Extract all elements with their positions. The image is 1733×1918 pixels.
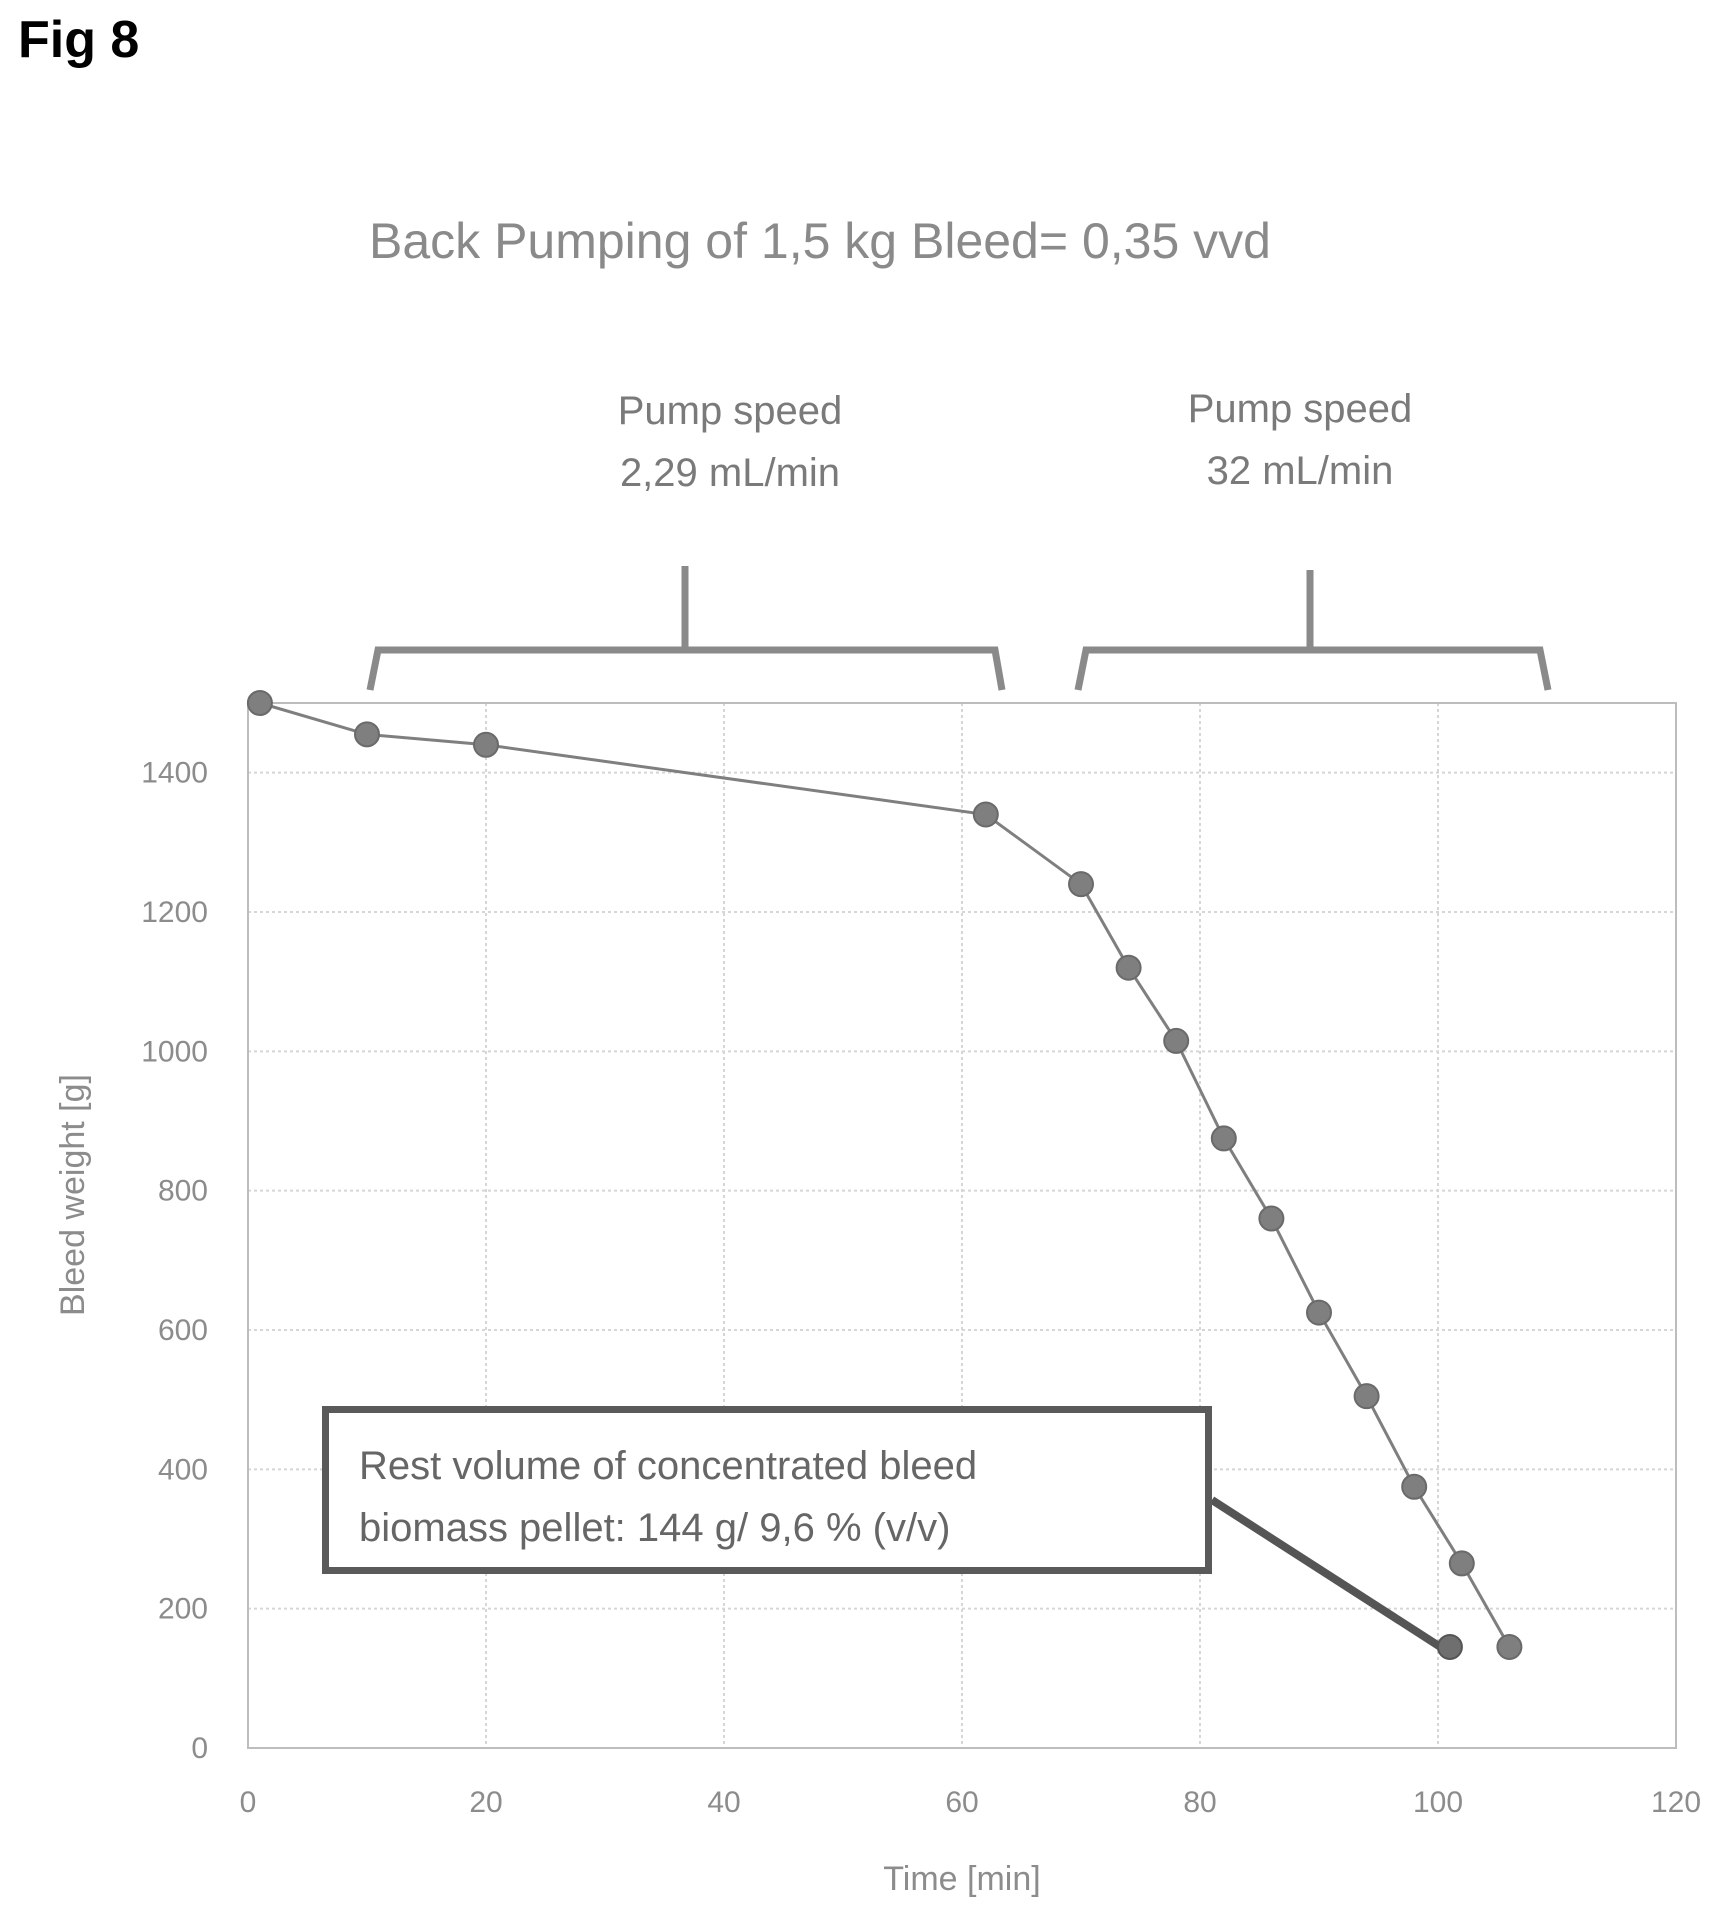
data-point	[473, 731, 499, 758]
plot-border	[247, 702, 1677, 1749]
y-tick-label: 400	[158, 1453, 208, 1486]
phase2-label-line2: 32 mL/min	[1206, 449, 1394, 493]
data-point	[1210, 1125, 1237, 1152]
y-tick-label: 0	[191, 1732, 208, 1765]
data-point	[1163, 1027, 1190, 1054]
data-point	[1068, 871, 1094, 898]
data-point	[1401, 1473, 1428, 1500]
grid-lines	[248, 703, 1676, 1748]
x-tick-label: 100	[1413, 1786, 1463, 1819]
y-tick-label: 800	[158, 1175, 208, 1208]
phase2-label: Pump speed 32 mL/min	[1110, 378, 1490, 502]
callout-box: Rest volume of concentrated bleed biomas…	[322, 1406, 1212, 1574]
phase1-bracket	[366, 566, 1006, 691]
figure-label: Fig 8	[18, 11, 140, 69]
data-point	[246, 690, 273, 716]
data-point	[1306, 1299, 1332, 1326]
data-point	[1258, 1205, 1285, 1232]
data-point	[354, 721, 380, 748]
phase2-bracket	[1074, 570, 1552, 691]
data-point	[972, 801, 999, 828]
callout-arrow	[1209, 1496, 1445, 1652]
data-point	[1496, 1633, 1523, 1660]
y-tick-label: 600	[158, 1314, 208, 1347]
callout-line1: Rest volume of concentrated bleed	[359, 1444, 978, 1488]
y-axis-title: Bleed weight [g]	[54, 1074, 92, 1316]
x-axis-title: Time [min]	[883, 1860, 1040, 1898]
x-tick-label: 80	[1183, 1786, 1216, 1819]
phase2-label-line1: Pump speed	[1187, 387, 1413, 431]
y-tick-label: 200	[158, 1593, 208, 1626]
callout-line2: biomass pellet: 144 g/ 9,6 % (v/v)	[359, 1506, 951, 1550]
x-tick-label: 60	[945, 1786, 978, 1819]
x-tick-label: 40	[707, 1786, 740, 1819]
data-point	[1115, 954, 1142, 981]
x-axis-ticks: 0 20 40 60 80 100 120	[240, 1786, 1701, 1819]
data-point	[1353, 1383, 1380, 1410]
x-tick-label: 20	[469, 1786, 502, 1819]
phase1-label-line2: 2,29 mL/min	[619, 451, 841, 495]
y-tick-label: 1400	[141, 757, 208, 790]
y-axis-ticks: 0 200 400 600 800 1000 1200 1400	[141, 757, 208, 1765]
callout-target-point	[1436, 1633, 1463, 1660]
chart-title: Back Pumping of 1,5 kg Bleed= 0,35 vvd	[369, 213, 1271, 269]
x-tick-label: 120	[1651, 1786, 1701, 1819]
phase1-label: Pump speed 2,29 mL/min	[540, 380, 920, 504]
y-tick-label: 1000	[141, 1035, 208, 1068]
series-line	[259, 701, 1511, 1648]
x-tick-label: 0	[240, 1786, 257, 1819]
phase1-label-line1: Pump speed	[617, 389, 843, 433]
data-point	[1448, 1550, 1475, 1577]
data-points	[246, 690, 1523, 1660]
y-tick-label: 1200	[141, 896, 208, 929]
